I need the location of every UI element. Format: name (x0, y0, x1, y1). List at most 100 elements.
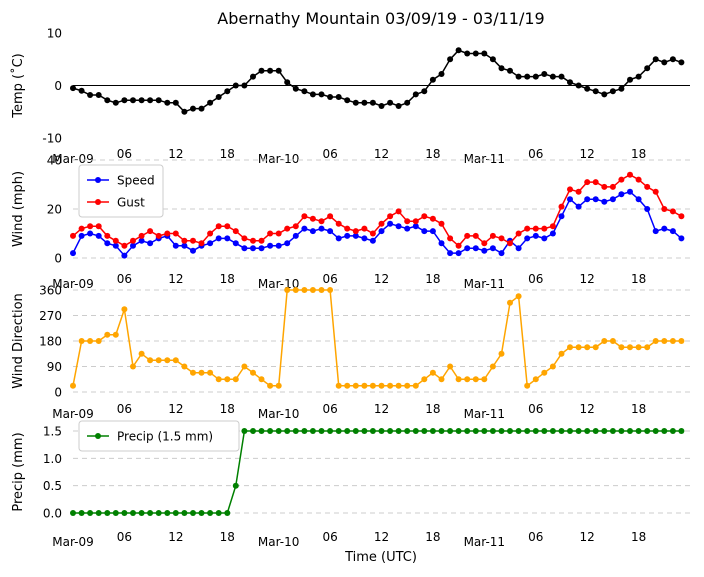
data-point (275, 230, 282, 237)
legend-label: Speed (117, 174, 155, 188)
data-point (147, 240, 154, 247)
data-point (70, 85, 76, 92)
legend-swatch-marker (95, 433, 101, 439)
data-point (284, 79, 291, 86)
data-point (447, 428, 454, 434)
x-tick-label: 18 (220, 147, 235, 161)
data-point (335, 220, 342, 227)
data-point (489, 428, 496, 434)
data-point (644, 428, 651, 434)
data-point (387, 220, 394, 227)
data-point (172, 230, 179, 237)
data-point (661, 428, 668, 434)
data-point (344, 232, 351, 239)
data-point (412, 382, 419, 389)
data-point (352, 232, 359, 239)
data-point (327, 287, 334, 293)
x-tick-label: Mar-11 (464, 407, 505, 421)
data-point (284, 225, 291, 232)
data-point (515, 245, 522, 252)
data-point (78, 225, 85, 232)
data-point (498, 235, 505, 242)
data-point (215, 376, 222, 383)
x-tick-label: 06 (528, 402, 543, 416)
data-point (164, 357, 171, 364)
data-point (609, 338, 616, 344)
data-point (232, 376, 239, 383)
data-point (609, 88, 616, 95)
data-point (318, 218, 325, 225)
data-point (250, 245, 256, 252)
data-point (241, 363, 248, 370)
data-point (309, 428, 316, 434)
data-point (421, 213, 428, 220)
series-line-direction (72, 289, 682, 388)
data-point (601, 428, 608, 434)
x-tick-label: 18 (631, 530, 646, 544)
data-point (404, 382, 411, 389)
data-point (627, 171, 633, 178)
data-point (301, 225, 308, 232)
x-tick-label: 06 (322, 530, 337, 544)
data-point (524, 382, 531, 389)
data-point (472, 245, 479, 252)
data-point (549, 230, 556, 237)
data-point (267, 428, 274, 434)
data-point (618, 344, 625, 351)
data-point (515, 73, 522, 80)
data-point (532, 376, 539, 383)
data-point (301, 428, 308, 434)
data-point (164, 510, 171, 516)
data-point (481, 376, 488, 383)
data-point (361, 235, 368, 242)
data-point (147, 228, 154, 235)
data-point (558, 213, 565, 220)
y-tick-label: 40 (47, 154, 62, 168)
data-point (584, 179, 591, 186)
data-point (592, 196, 599, 203)
data-point (515, 230, 522, 237)
data-point (95, 510, 102, 516)
data-point (267, 67, 274, 74)
data-point (190, 105, 196, 112)
data-point (181, 510, 188, 516)
data-point (584, 428, 591, 434)
x-tick-label: 18 (425, 147, 440, 161)
y-tick-label: 0.0 (43, 507, 62, 521)
data-point (429, 369, 436, 376)
data-point (575, 428, 582, 434)
data-point (181, 242, 188, 249)
data-point (318, 428, 325, 434)
data-point (344, 225, 351, 232)
data-point (601, 198, 608, 205)
data-point (284, 287, 291, 293)
data-point (369, 99, 376, 106)
data-point (87, 510, 94, 516)
data-point (104, 331, 111, 338)
data-point (352, 428, 359, 434)
x-tick-label: 12 (168, 402, 183, 416)
data-point (344, 428, 351, 434)
data-point (429, 228, 436, 235)
data-point (447, 235, 454, 242)
x-tick-label: 12 (580, 147, 595, 161)
x-tick-label: 12 (580, 530, 595, 544)
data-point (292, 428, 299, 434)
data-point (241, 235, 248, 242)
data-point (78, 232, 85, 239)
series-line-speed (72, 190, 682, 257)
data-point (215, 510, 222, 516)
data-point (421, 376, 428, 383)
data-point (352, 382, 359, 389)
x-tick-label: 06 (322, 272, 337, 286)
data-point (524, 73, 531, 80)
data-point (181, 108, 188, 115)
data-point (567, 196, 573, 203)
data-point (412, 91, 419, 98)
data-point (352, 99, 359, 106)
x-tick-label: Mar-11 (464, 277, 505, 291)
data-point (318, 225, 325, 232)
data-point (258, 376, 265, 383)
data-point (224, 235, 231, 242)
data-point (395, 223, 402, 230)
